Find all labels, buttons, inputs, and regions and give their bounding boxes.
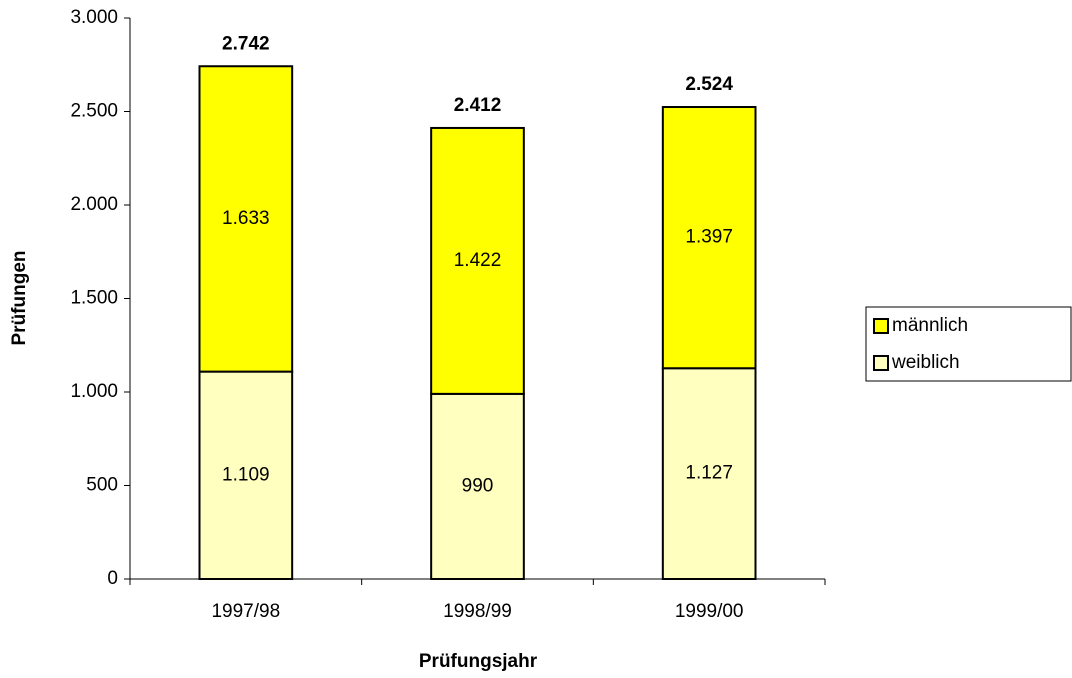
y-tick-label: 0 <box>107 568 118 589</box>
data-label: 1.422 <box>454 250 502 271</box>
total-label: 2.742 <box>222 33 270 54</box>
legend-label: männlich <box>892 315 968 336</box>
legend-swatch <box>873 318 889 334</box>
y-tick-label: 3.000 <box>70 7 118 28</box>
data-label: 1.633 <box>222 208 270 229</box>
y-tick-label: 1.000 <box>70 381 118 402</box>
x-tick-label: 1999/00 <box>675 601 744 622</box>
x-tick-label: 1998/99 <box>443 601 512 622</box>
data-label: 990 <box>462 475 494 496</box>
bar-segment <box>198 65 294 373</box>
data-label: 1.127 <box>685 463 733 484</box>
bar-segment <box>430 392 525 580</box>
data-label: 1.109 <box>222 464 270 485</box>
legend-label: weiblich <box>891 352 960 373</box>
legend-box <box>865 306 1072 382</box>
bar-segment <box>661 367 757 580</box>
x-axis-title: Prüfungsjahr <box>419 651 538 672</box>
x-tick-label: 1997/98 <box>211 601 280 622</box>
y-tick-label: 2.500 <box>70 101 118 122</box>
total-label: 2.524 <box>685 74 733 95</box>
y-tick-label: 500 <box>86 475 118 496</box>
y-axis-title: Prüfungen <box>9 251 30 346</box>
y-tick-label: 2.000 <box>70 194 118 215</box>
bar-segment <box>661 106 757 370</box>
total-label: 2.412 <box>454 95 502 116</box>
bar-segment <box>430 126 525 395</box>
y-tick-label: 1.500 <box>70 288 118 309</box>
data-label: 1.397 <box>685 227 733 248</box>
bar-segment <box>198 370 294 580</box>
legend-swatch <box>873 355 889 371</box>
